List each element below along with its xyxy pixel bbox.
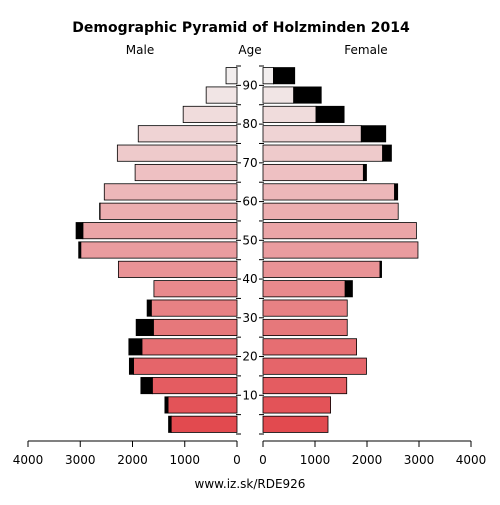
female-bar-0-4 [262,415,329,433]
female-bar-80-84 [262,105,317,123]
male-excess-bar-55-59 [99,202,101,220]
age-tick-label: 10 [242,388,257,402]
male-bar-45-49 [80,241,238,259]
male-excess-bar-20-24 [128,338,143,356]
bars-layer [75,67,419,433]
female-excess-bar-80-84 [315,105,345,123]
female-excess-bar-85-89 [293,86,322,104]
female-bar-25-29 [262,318,348,337]
male-x-tick-label: 0 [233,453,241,467]
axis-layer: 10 20 30 40 50 60 70 80 90 4000 3000 2000 1000 0 0 1000… [13,65,487,467]
female-bar-75-79 [262,125,362,143]
male-excess-bar-15-19 [128,357,134,375]
female-excess-bar-70-74 [382,144,392,162]
age-tick-label: 60 [242,195,257,209]
female-excess-bar-75-79 [360,125,387,143]
male-excess-bar-50-54 [75,222,84,240]
age-tick-label: 80 [242,117,257,131]
female-bar-55-59 [262,202,399,220]
female-bar-15-19 [262,357,367,375]
male-bar-40-44 [117,260,238,278]
male-bar-65-69 [134,163,238,182]
male-bar-80-84 [182,105,238,123]
female-bar-90+ [262,67,274,85]
female-excess-bar-60-64 [394,183,399,201]
female-bar-40-44 [262,260,381,278]
female-excess-bar-90+ [272,67,296,85]
age-tick-label: 40 [242,272,257,286]
male-bar-75-79 [137,125,238,143]
female-bar-50-54 [262,222,417,240]
female-excess-bar-65-69 [362,163,367,182]
female-x-tick-label: 2000 [352,453,383,467]
female-x-tick-label: 1000 [300,453,331,467]
age-tick-label: 90 [242,78,257,92]
male-bar-50-54 [82,222,238,240]
female-x-tick-label: 3000 [404,453,435,467]
male-bar-0-4 [170,415,238,433]
age-tick-label: 20 [242,350,257,364]
female-bar-5-9 [262,396,331,414]
male-label: Male [126,43,154,57]
female-bar-45-49 [262,241,419,259]
male-bar-5-9 [167,396,238,414]
male-x-tick-label: 2000 [117,453,148,467]
male-bar-15-19 [133,357,238,375]
male-bar-30-34 [150,299,238,317]
male-bar-25-29 [152,318,238,337]
male-bar-85-89 [205,86,238,104]
male-excess-bar-0-4 [168,415,172,433]
male-excess-bar-5-9 [164,396,169,414]
female-bar-70-74 [262,144,383,162]
female-bar-85-89 [262,86,295,104]
male-bar-55-59 [99,202,238,220]
female-x-tick-label: 0 [259,453,267,467]
age-label: Age [238,43,261,57]
female-bar-65-69 [262,163,364,182]
female-bar-60-64 [262,183,395,201]
male-bar-35-39 [153,280,238,298]
female-bar-35-39 [262,280,346,298]
male-x-tick-label: 3000 [65,453,96,467]
male-x-tick-label: 4000 [13,453,44,467]
male-bar-60-64 [103,183,238,201]
chart-title: Demographic Pyramid of Holzminden 2014 [72,20,410,36]
male-bar-10-14 [151,377,238,395]
male-excess-bar-45-49 [78,241,82,259]
age-tick-label: 30 [242,311,257,325]
male-excess-bar-30-34 [146,299,152,317]
female-excess-bar-40-44 [379,260,382,278]
footer-url: www.iz.sk/RDE926 [195,477,306,491]
female-excess-bar-35-39 [344,280,353,298]
female-bar-20-24 [262,338,357,356]
male-bar-20-24 [141,338,238,356]
female-x-tick-label: 4000 [456,453,487,467]
male-excess-bar-10-14 [140,377,153,395]
female-bar-10-14 [262,377,348,395]
female-bar-30-34 [262,299,348,317]
male-bar-90+ [225,67,238,85]
male-bar-70-74 [116,144,238,162]
female-label: Female [344,43,387,57]
male-x-tick-label: 1000 [169,453,200,467]
male-excess-bar-25-29 [135,318,154,337]
age-tick-label: 70 [242,156,257,170]
age-tick-label: 50 [242,233,257,247]
